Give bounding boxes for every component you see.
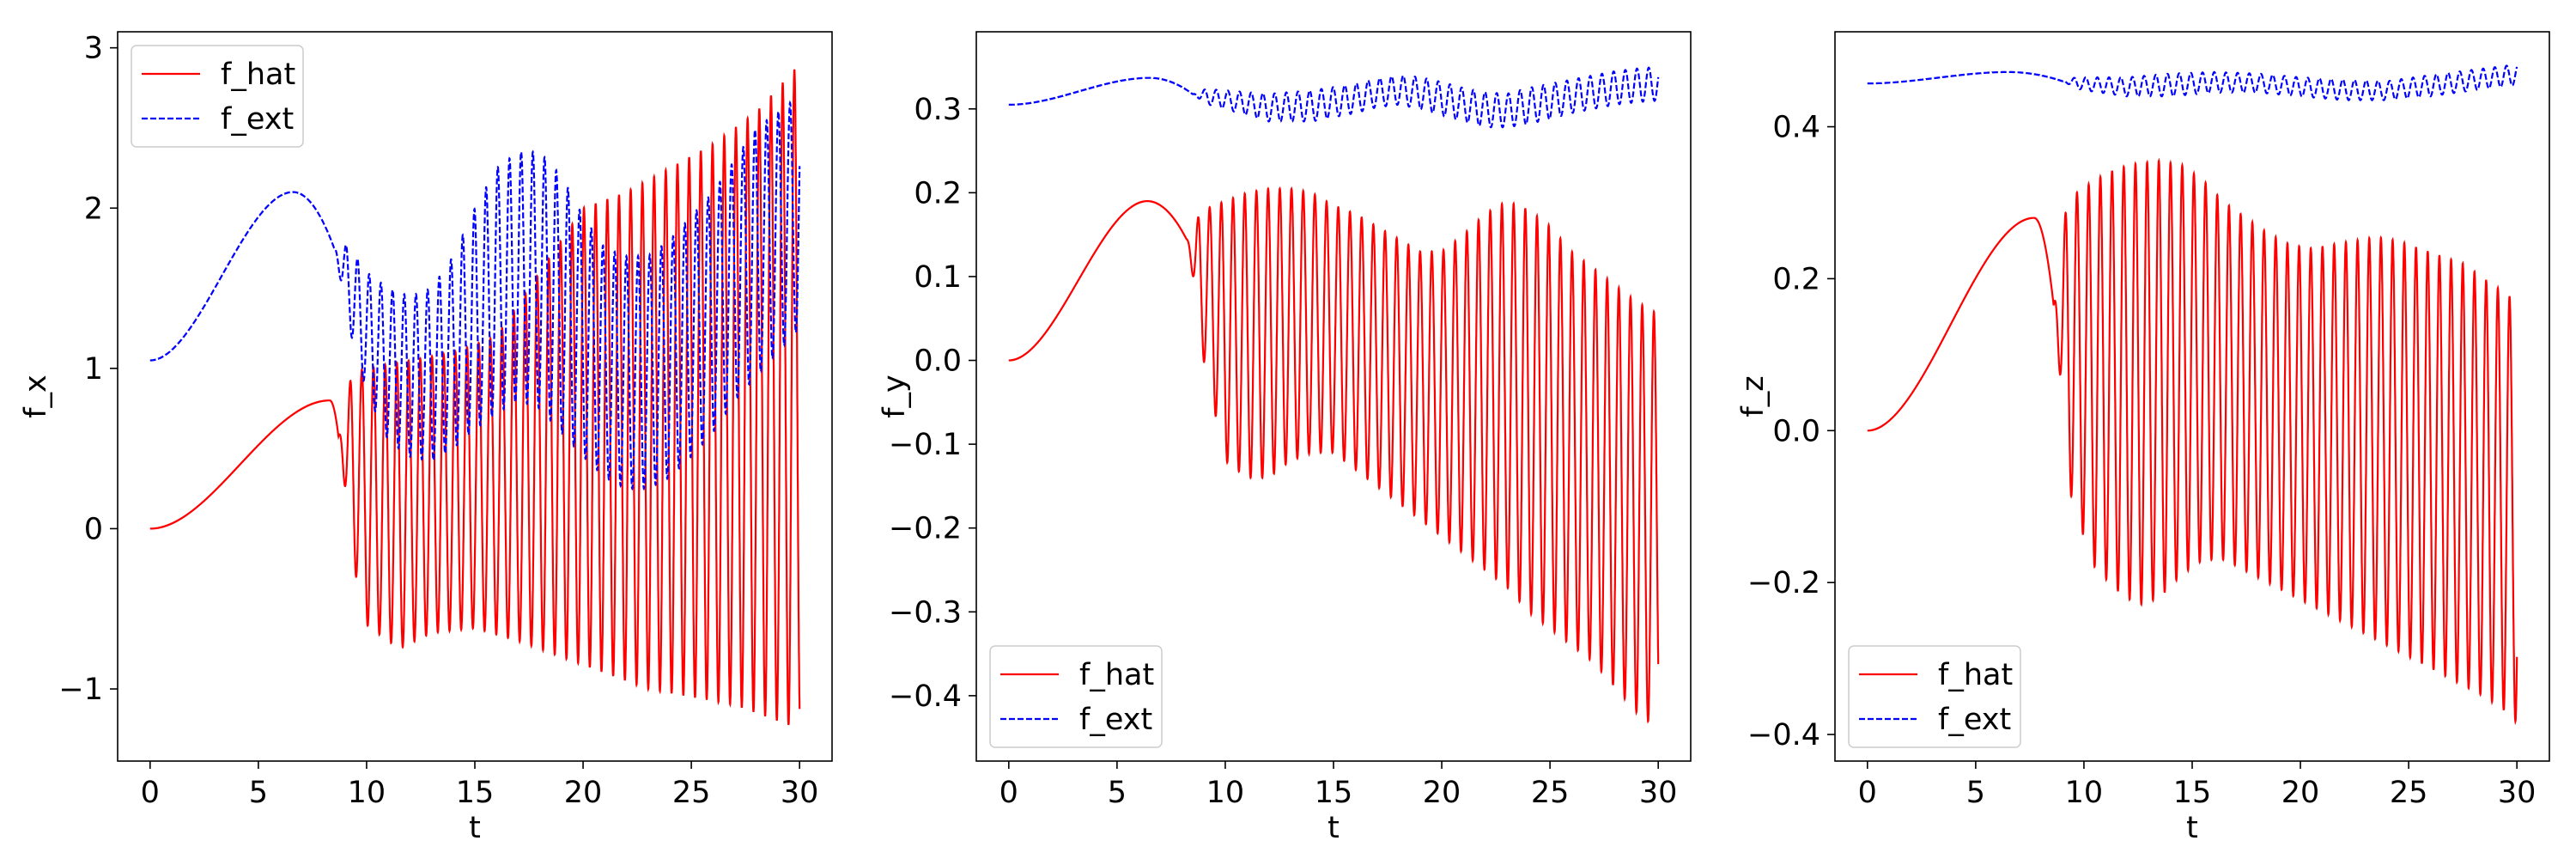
- y-tick-label: 0: [84, 512, 103, 546]
- x-tick-label: 20: [564, 776, 603, 810]
- legend-box: [1848, 645, 2021, 748]
- y-tick-label: 0.0: [1772, 414, 1820, 448]
- series-line-f_hat: [1008, 186, 1660, 724]
- y-tick-label: 0.2: [1772, 262, 1820, 296]
- x-tick-label: 10: [1206, 776, 1245, 810]
- x-tick-label: 25: [1531, 776, 1570, 810]
- x-axis-label: t: [2186, 811, 2198, 845]
- x-tick-label: 10: [2065, 776, 2104, 810]
- legend: f_hat f_ext: [989, 645, 1163, 748]
- y-tick-label: −0.4: [1747, 718, 1820, 752]
- legend-label-f_hat: f_hat: [221, 58, 295, 92]
- x-tick-label: 20: [1423, 776, 1461, 810]
- x-tick-label: 5: [1966, 776, 1985, 810]
- x-tick-label: 30: [2498, 776, 2537, 810]
- chart-panel-2: 0 5 10 15 20 25 30 −0.4 −0.3 −0.2 −0.1 0.0 0.1 0.2 0.3…: [878, 31, 1692, 845]
- x-tick-label: 30: [781, 776, 819, 810]
- x-axis-label: t: [1327, 811, 1340, 845]
- x-tick-label: 0: [1858, 776, 1877, 810]
- y-tick-label: −0.2: [1747, 566, 1820, 600]
- legend-label-f_ext: f_ext: [1938, 703, 2011, 737]
- x-tick-label: 15: [456, 776, 495, 810]
- chart-panel-1: 0 5 10 15 20 25 30 −1 0 1 2 3 t f_x f_hat f_ext: [19, 31, 833, 845]
- x-tick-label: 25: [672, 776, 711, 810]
- legend: f_hat f_ext: [1848, 645, 2021, 748]
- legend-label-f_hat: f_hat: [1079, 658, 1154, 692]
- series-line-f_ext: [1867, 64, 2518, 101]
- y-tick-label: 0.1: [914, 260, 962, 295]
- y-tick-label: 0.3: [914, 93, 962, 127]
- y-tick-label: −1: [58, 673, 103, 707]
- y-axis-label: f_y: [878, 375, 912, 418]
- x-tick-label: 0: [999, 776, 1018, 810]
- legend-label-f_ext: f_ext: [221, 102, 294, 137]
- y-axis-label: f_x: [19, 375, 53, 418]
- legend-label-f_ext: f_ext: [1079, 703, 1152, 737]
- x-tick-label: 0: [141, 776, 160, 810]
- y-tick-label: −0.4: [889, 679, 962, 714]
- x-tick-label: 15: [2173, 776, 2212, 810]
- x-tick-label: 15: [1315, 776, 1353, 810]
- x-tick-label: 30: [1639, 776, 1678, 810]
- legend: f_hat f_ext: [131, 45, 304, 148]
- y-tick-label: 0.4: [1772, 111, 1820, 145]
- x-tick-label: 5: [249, 776, 268, 810]
- y-tick-label: 0.0: [914, 344, 962, 379]
- x-tick-label: 20: [2281, 776, 2320, 810]
- y-tick-label: −0.1: [889, 428, 962, 462]
- series-line-f_ext: [149, 100, 801, 491]
- series-line-f_hat: [1867, 157, 2518, 726]
- y-tick-label: 0.2: [914, 176, 962, 210]
- chart-panel-3: 0 5 10 15 20 25 30−0.4−0.20.00.20.4tf_zf_hatf_…: [1736, 31, 2550, 845]
- legend-label-f_hat: f_hat: [1938, 658, 2013, 692]
- legend-box: [989, 645, 1163, 748]
- series-line-f_ext: [1008, 66, 1660, 129]
- y-tick-label: 3: [84, 32, 103, 66]
- y-tick-label: 1: [84, 352, 103, 387]
- series-line-f_hat: [149, 69, 801, 726]
- x-tick-label: 10: [348, 776, 386, 810]
- y-tick-label: 2: [84, 192, 103, 226]
- x-tick-label: 5: [1108, 776, 1127, 810]
- legend-box: [131, 45, 304, 148]
- y-tick-label: −0.2: [889, 512, 962, 546]
- y-tick-label: −0.3: [889, 595, 962, 630]
- y-axis-label: f_z: [1736, 375, 1771, 417]
- x-tick-label: 25: [2390, 776, 2428, 810]
- x-axis-label: t: [469, 811, 481, 845]
